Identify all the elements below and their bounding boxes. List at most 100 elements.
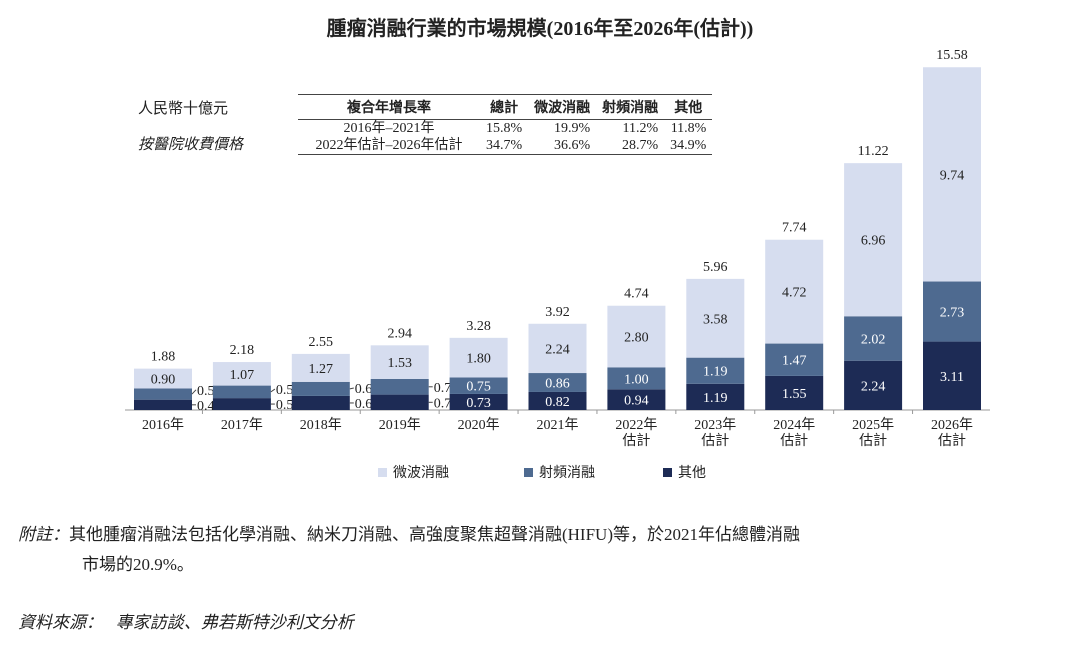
bar-segment (528, 373, 587, 392)
category-label: 2018年 (300, 417, 342, 433)
bar-segment (449, 393, 508, 410)
bar-segment (449, 377, 508, 394)
legend-item: 射頻消融 (524, 462, 595, 482)
bar-segment (844, 316, 903, 361)
category-label: 2017年 (221, 417, 263, 433)
total-label: 2.18 (230, 343, 255, 358)
bar-segment (370, 378, 429, 395)
data-label: 2.73 (940, 306, 965, 321)
bar-segment (844, 163, 903, 317)
data-label: 0.86 (545, 377, 570, 392)
data-label: 1.00 (624, 372, 649, 387)
bar-segment (686, 278, 745, 358)
total-label: 15.58 (936, 48, 968, 63)
bar-segment (291, 353, 350, 382)
data-label: 0.75 (466, 380, 491, 395)
bar-segment (370, 394, 429, 410)
footnote-label: 附註： (18, 525, 69, 544)
source-label: 資料來源： (18, 613, 103, 632)
cagr-header: 其他 (664, 94, 713, 120)
basis-label: 按醫院收費價格 (138, 137, 244, 153)
legend-label: 其他 (678, 466, 706, 481)
data-label: 2.02 (861, 333, 886, 348)
total-label: 5.96 (703, 260, 728, 275)
cagr-value: 11.2% (622, 121, 659, 136)
bar-segment (923, 67, 981, 282)
bar-segment (765, 239, 824, 344)
category-label: 2016年 (142, 417, 184, 433)
category-label: 2020年 (458, 417, 500, 433)
bar-segment (528, 391, 587, 410)
bar-segment (449, 337, 508, 378)
cagr-header: 複合年增長率 (298, 94, 480, 120)
category-label: 2024年 (773, 417, 815, 433)
total-label: 3.28 (466, 319, 491, 334)
data-label: 1.55 (782, 387, 807, 402)
data-label: 0.82 (545, 395, 570, 410)
total-label: 2.94 (387, 326, 412, 341)
data-label: 3.11 (940, 370, 964, 385)
leader-line (191, 389, 197, 395)
bar-segment (607, 367, 666, 390)
leader-line (270, 388, 276, 393)
cagr-header: 總計 (480, 94, 529, 120)
cagr-header: 射頻消融 (596, 94, 665, 120)
bar-segment (844, 360, 903, 410)
data-label: 1.07 (230, 368, 255, 383)
legend-label: 微波消融 (393, 466, 449, 481)
data-label: 0.90 (151, 373, 176, 388)
category-label: 估計 (938, 433, 966, 449)
bar-segment (607, 305, 666, 368)
bar-segment (765, 343, 824, 376)
data-label: 9.74 (940, 168, 965, 183)
footnote-cont: 市場的20.9%。 (82, 555, 194, 574)
category-label: 估計 (701, 433, 729, 449)
category-label: 估計 (780, 433, 808, 449)
data-label: 2.80 (624, 331, 649, 346)
data-label: 3.58 (703, 312, 728, 327)
footnote: 附註：其他腫瘤消融法包括化學消融、納米刀消融、高強度聚焦超聲消融(HIFU)等，… (18, 520, 800, 545)
total-label: 3.92 (545, 305, 570, 320)
bar-segment (607, 389, 666, 410)
data-label: 2.24 (545, 342, 570, 357)
legend-item: 其他 (663, 462, 706, 482)
category-label: 2026年 (931, 417, 973, 433)
category-label: 估計 (622, 433, 650, 449)
category-label: 2023年 (694, 417, 736, 433)
data-label: 0.94 (624, 394, 649, 409)
total-label: 11.22 (858, 144, 889, 159)
data-label: 1.80 (466, 352, 491, 367)
bar-segment (212, 398, 271, 410)
cagr-period: 2016年–2021年 (343, 121, 435, 136)
source: 資料來源： 專家訪談、弗若斯特沙利文分析 (18, 608, 354, 633)
bar-segment (134, 368, 192, 389)
bar-segment (291, 395, 350, 410)
cagr-value: 28.7% (622, 138, 659, 153)
bar-segment (134, 399, 192, 410)
category-label: 2025年 (852, 417, 894, 433)
legend-swatch (378, 467, 387, 477)
bar-segment (923, 341, 981, 410)
total-label: 1.88 (151, 350, 176, 365)
category-label: 2021年 (537, 417, 579, 433)
legend-swatch (663, 467, 672, 477)
category-label: 2019年 (379, 417, 421, 433)
bar-segment (765, 375, 824, 410)
legend-item: 微波消融 (378, 462, 449, 482)
data-label: 1.47 (782, 354, 807, 369)
data-label: 1.19 (703, 391, 728, 406)
cagr-value: 11.8% (670, 121, 707, 136)
bar-segment (686, 383, 745, 410)
bar-segment (291, 381, 350, 396)
bar-segment (134, 388, 192, 400)
cagr-header: 微波消融 (528, 94, 597, 120)
data-label: 1.27 (309, 362, 334, 377)
category-label: 2022年 (615, 417, 657, 433)
data-label: 2.24 (861, 379, 886, 394)
cagr-value: 15.8% (486, 121, 523, 136)
cagr-table: 複合年增長率 總計 微波消融 射頻消融 其他 2016年–2021年 15.8%… (298, 94, 713, 155)
bar-segment (370, 345, 429, 379)
total-label: 2.55 (309, 335, 334, 350)
unit-label: 人民幣十億元 (138, 101, 229, 117)
data-label: 0.73 (466, 396, 491, 411)
